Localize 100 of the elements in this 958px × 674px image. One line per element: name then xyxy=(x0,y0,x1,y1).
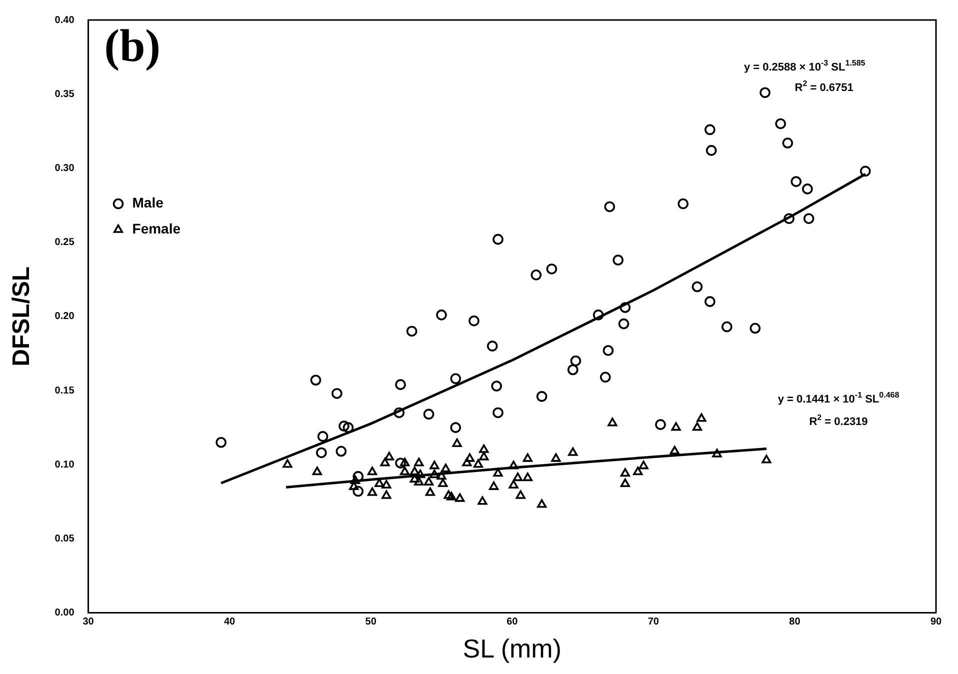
point xyxy=(312,466,322,476)
point xyxy=(802,184,813,194)
point xyxy=(570,355,582,366)
legend-label: Male xyxy=(132,194,164,211)
point xyxy=(338,420,350,432)
point xyxy=(512,472,523,482)
y-tick-label: 0.30 xyxy=(54,162,75,174)
y-tick-label: 0.25 xyxy=(54,237,75,248)
point xyxy=(310,374,322,386)
point xyxy=(336,446,347,457)
point xyxy=(444,490,454,499)
point xyxy=(638,460,648,470)
point xyxy=(620,468,630,477)
point xyxy=(349,481,359,490)
point xyxy=(784,213,794,224)
point xyxy=(415,470,426,478)
point xyxy=(696,413,706,422)
point xyxy=(790,176,802,187)
point xyxy=(602,345,614,356)
point xyxy=(775,118,786,130)
point xyxy=(382,490,392,499)
point xyxy=(782,138,794,148)
y-tick-label: 0.40 xyxy=(54,14,75,26)
point xyxy=(491,380,502,392)
point xyxy=(352,486,364,497)
x-tick-label: 50 xyxy=(365,616,377,628)
point xyxy=(492,407,504,418)
point xyxy=(486,340,498,352)
point xyxy=(382,480,392,488)
point xyxy=(450,422,462,433)
point xyxy=(342,422,354,433)
point xyxy=(604,201,616,212)
point xyxy=(316,447,327,458)
point xyxy=(446,492,456,500)
point xyxy=(508,480,518,488)
x-tick-label: 80 xyxy=(789,616,801,628)
point xyxy=(380,458,390,466)
point xyxy=(712,448,722,458)
y-tick-label: 0.35 xyxy=(54,88,75,100)
point xyxy=(620,302,631,313)
point xyxy=(750,322,761,334)
point xyxy=(424,476,434,486)
point xyxy=(618,318,630,330)
point xyxy=(670,446,680,454)
point xyxy=(425,487,435,496)
y-tick-label: 0.15 xyxy=(54,385,75,396)
point xyxy=(438,478,448,488)
point xyxy=(706,145,717,156)
point xyxy=(410,474,420,483)
point xyxy=(536,391,548,402)
y-tick-label: 0.05 xyxy=(54,533,75,544)
point xyxy=(592,310,604,320)
point xyxy=(516,490,526,499)
point xyxy=(704,296,716,307)
point xyxy=(671,422,681,431)
point xyxy=(508,460,518,470)
point xyxy=(414,458,424,466)
point xyxy=(692,281,703,292)
point xyxy=(692,422,702,431)
point xyxy=(803,213,814,224)
point xyxy=(546,264,558,274)
point xyxy=(410,466,420,476)
point xyxy=(488,481,499,490)
point xyxy=(704,124,716,136)
y-axis-title: DFSL/SL xyxy=(8,266,36,366)
point xyxy=(655,419,666,430)
point xyxy=(455,493,465,502)
point xyxy=(436,310,447,320)
point xyxy=(478,496,488,505)
point xyxy=(440,464,451,472)
point xyxy=(633,466,643,476)
legend-label: Female xyxy=(132,220,181,237)
point xyxy=(479,452,489,460)
point xyxy=(452,438,462,447)
point xyxy=(600,372,611,383)
point xyxy=(608,418,618,426)
x-axis-title: SL (mm) xyxy=(462,634,562,664)
point xyxy=(860,166,871,177)
point xyxy=(317,431,328,442)
point xyxy=(332,388,342,399)
point xyxy=(216,436,226,448)
point xyxy=(400,466,410,476)
point xyxy=(423,408,434,420)
chart-title: (b) xyxy=(104,20,160,71)
point xyxy=(367,466,378,476)
point xyxy=(468,315,480,326)
point xyxy=(395,379,406,390)
point xyxy=(400,458,410,466)
point xyxy=(430,460,440,470)
point xyxy=(462,458,472,466)
point xyxy=(384,452,394,460)
point xyxy=(762,454,772,464)
point xyxy=(479,444,489,453)
x-tick-label: 70 xyxy=(648,616,660,628)
point xyxy=(436,471,446,480)
point xyxy=(464,453,475,462)
point xyxy=(760,87,770,98)
point xyxy=(678,198,688,210)
point xyxy=(492,234,504,245)
point xyxy=(394,407,404,418)
